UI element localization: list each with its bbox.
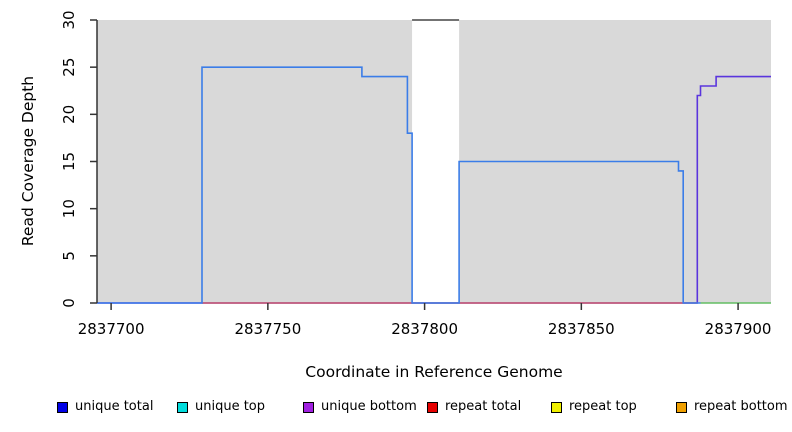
y-tick-label: 5 <box>60 251 78 261</box>
legend-label: unique bottom <box>321 399 417 414</box>
legend-label: unique top <box>195 399 266 414</box>
legend-item-unique-top: unique top <box>177 400 265 414</box>
y-tick-label: 20 <box>60 105 78 124</box>
legend-item-unique-total: unique total <box>57 400 153 414</box>
series-unique-bottom <box>97 75 771 304</box>
x-tick-label: 2837700 <box>78 320 145 338</box>
unique-top-swatch-icon <box>177 401 188 413</box>
x-tick-label: 2837750 <box>234 320 301 338</box>
series-unique-total <box>97 66 701 304</box>
x-tick-label: 2837900 <box>705 320 772 338</box>
y-tick-label: 25 <box>60 58 78 77</box>
legend-item-repeat-bottom: repeat bottom <box>676 400 788 414</box>
x-tick-label: 2837800 <box>391 320 458 338</box>
repeat-total-swatch-icon <box>427 401 438 413</box>
y-tick-label: 0 <box>60 298 78 308</box>
masked-region <box>412 20 460 303</box>
legend-item-unique-bottom: unique bottom <box>303 400 417 414</box>
y-tick-label: 30 <box>60 10 78 29</box>
y-tick-label: 10 <box>60 199 78 218</box>
legend-label: repeat top <box>569 399 637 414</box>
repeat-bottom-swatch-icon <box>676 401 687 413</box>
y-tick-label: 15 <box>60 152 78 171</box>
legend-item-repeat-total: repeat total <box>427 400 521 414</box>
legend-label: repeat total <box>445 399 522 414</box>
legend-label: repeat bottom <box>694 399 788 414</box>
unique-total-swatch-icon <box>57 401 68 413</box>
legend-label: unique total <box>75 399 154 414</box>
x-axis-title: Coordinate in Reference Genome <box>305 363 563 381</box>
y-axis-title: Read Coverage Depth <box>19 75 37 247</box>
unique-bottom-swatch-icon <box>303 401 314 413</box>
repeat-top-swatch-icon <box>551 401 562 413</box>
legend-item-repeat-top: repeat top <box>551 400 637 414</box>
x-tick-label: 2837850 <box>548 320 615 338</box>
